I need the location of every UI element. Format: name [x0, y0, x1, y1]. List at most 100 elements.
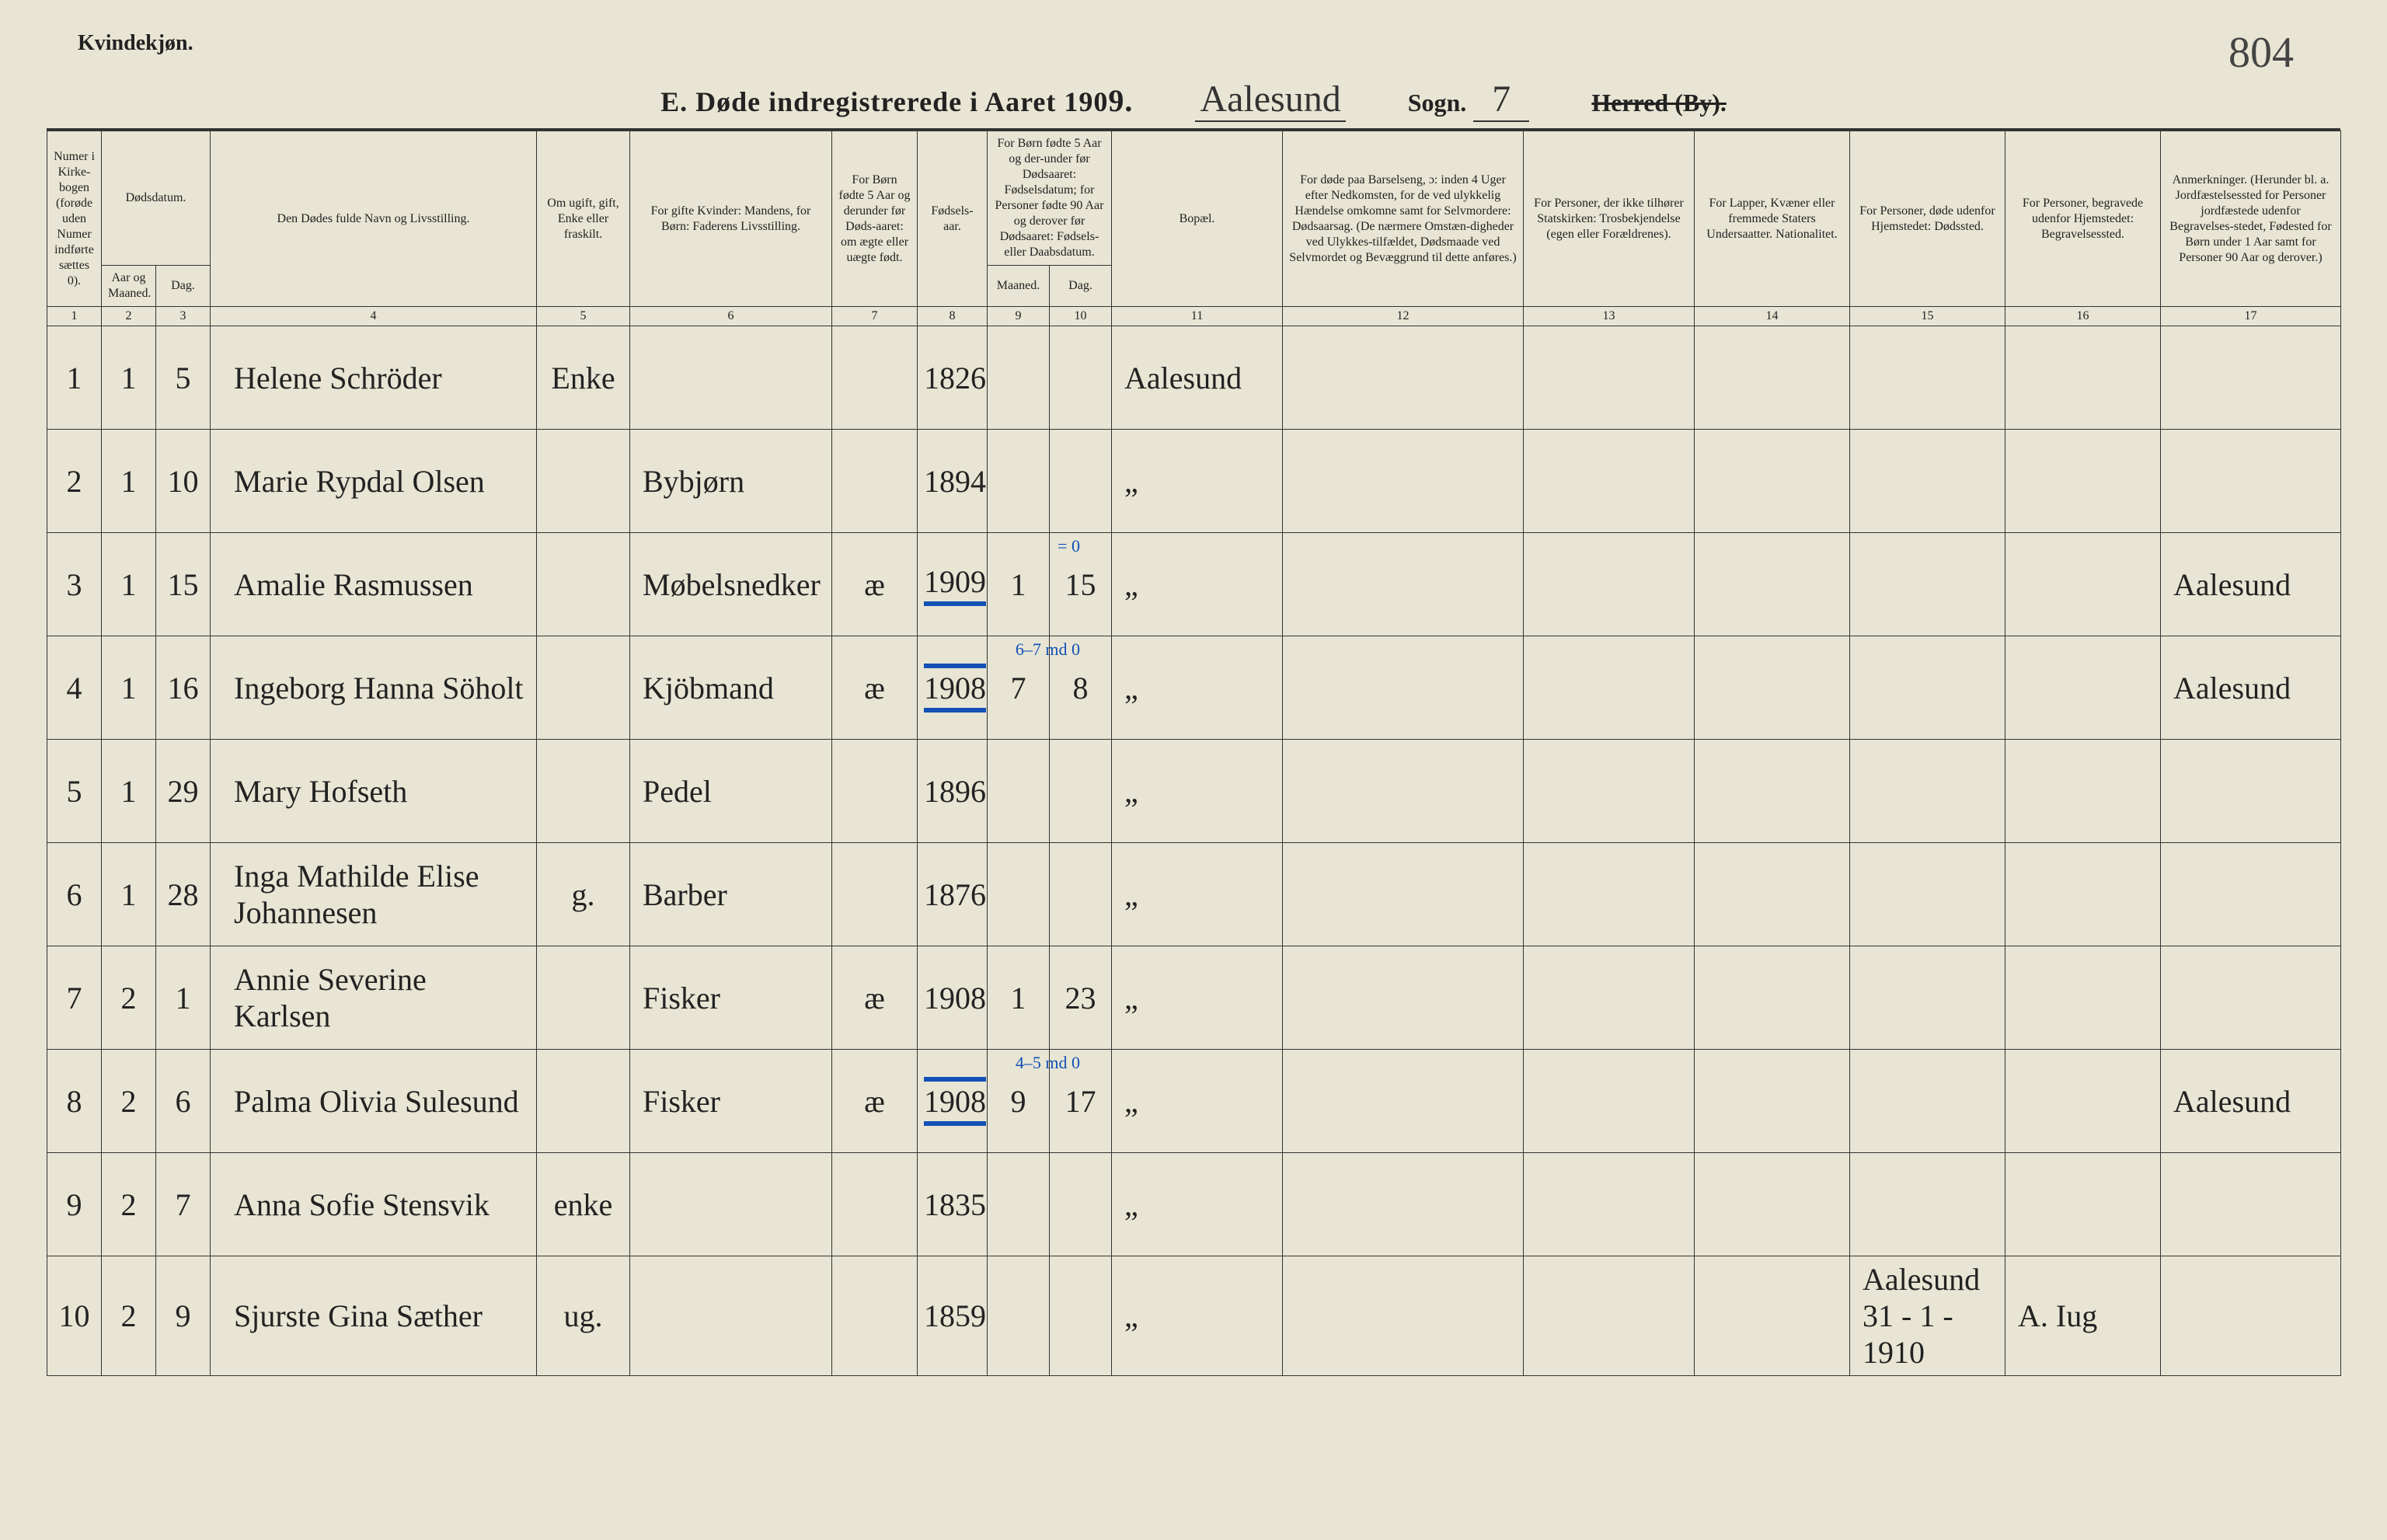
cell-bd: 17: [1050, 1050, 1112, 1153]
cell-name: Annie Severine Karlsen: [211, 946, 537, 1050]
cell-note: [2161, 326, 2341, 430]
cell-by: 1859: [918, 1256, 988, 1376]
cell-cause: [1283, 1050, 1524, 1153]
cell-bm: 1: [988, 946, 1050, 1050]
cell-bd: [1050, 1153, 1112, 1256]
cell-cause: [1283, 740, 1524, 843]
cell-bm: [988, 326, 1050, 430]
cell-bm: 9: [988, 1050, 1050, 1153]
herred-label: Herred (By).: [1591, 89, 1727, 117]
cell-name: Mary Hofseth: [211, 740, 537, 843]
table-row: 3115Amalie RasmussenMøbelsnedkeræ1909= 0…: [47, 533, 2341, 636]
cell-cause: [1283, 533, 1524, 636]
cell-name: Helene Schröder: [211, 326, 537, 430]
cell-n: 10: [47, 1256, 102, 1376]
cell-rel: [1524, 740, 1695, 843]
cell-dplace: [1850, 1153, 2005, 1256]
cell-nat: [1695, 740, 1850, 843]
cell-name: Sjurste Gina Sæther: [211, 1256, 537, 1376]
cell-leg: [832, 430, 918, 533]
cell-status: [537, 533, 630, 636]
cell-cause: [1283, 636, 1524, 740]
cell-by: 19084–5 md 0: [918, 1050, 988, 1153]
table-row: 1029Sjurste Gina Sætherug.1859„Aalesund …: [47, 1256, 2341, 1376]
hdr-7: For Børn fødte 5 Aar og derunder før Død…: [832, 131, 918, 307]
table-body: 115Helene SchröderEnke1826Aalesund2110Ma…: [47, 326, 2341, 1376]
coln-12: 12: [1283, 307, 1524, 326]
cell-res: „: [1112, 636, 1283, 740]
cell-by: 1826: [918, 326, 988, 430]
cell-status: ug.: [537, 1256, 630, 1376]
cell-occ: Barber: [630, 843, 832, 946]
cell-d: 1: [156, 946, 211, 1050]
cell-bd: [1050, 430, 1112, 533]
gender-label: Kvindekjøn.: [78, 31, 193, 56]
cell-bplace: [2005, 740, 2161, 843]
coln-8: 8: [918, 307, 988, 326]
table-row: 826Palma Olivia SulesundFiskeræ19084–5 m…: [47, 1050, 2341, 1153]
cell-occ: Pedel: [630, 740, 832, 843]
cell-m: 1: [102, 533, 156, 636]
hdr-13: For Personer, der ikke tilhører Statskir…: [1524, 131, 1695, 307]
hdr-4: Den Dødes fulde Navn og Livsstilling.: [211, 131, 537, 307]
cell-d: 28: [156, 843, 211, 946]
table-row: 2110Marie Rypdal OlsenBybjørn1894„: [47, 430, 2341, 533]
sogn-value: 7: [1473, 78, 1529, 122]
cell-cause: [1283, 430, 1524, 533]
cell-nat: [1695, 636, 1850, 740]
cell-cause: [1283, 946, 1524, 1050]
hdr-12: For døde paa Barselseng, ɔ: inden 4 Uger…: [1283, 131, 1524, 307]
cell-by: 1908: [918, 946, 988, 1050]
cell-nat: [1695, 430, 1850, 533]
cell-m: 1: [102, 326, 156, 430]
cell-leg: [832, 326, 918, 430]
cell-bd: 23: [1050, 946, 1112, 1050]
cell-note: Aalesund: [2161, 533, 2341, 636]
cell-note: [2161, 946, 2341, 1050]
cell-m: 2: [102, 1153, 156, 1256]
cell-note: [2161, 740, 2341, 843]
cell-cause: [1283, 326, 1524, 430]
cell-n: 3: [47, 533, 102, 636]
cell-occ: Møbelsnedker: [630, 533, 832, 636]
cell-status: Enke: [537, 326, 630, 430]
cell-bd: 15: [1050, 533, 1112, 636]
cell-occ: [630, 326, 832, 430]
coln-11: 11: [1112, 307, 1283, 326]
hdr-16: For Personer, begravede udenfor Hjemsted…: [2005, 131, 2161, 307]
title-prefix: E. Døde indregistrerede i Aaret 190: [660, 86, 1108, 117]
cell-bplace: [2005, 533, 2161, 636]
cell-leg: æ: [832, 636, 918, 740]
cell-n: 4: [47, 636, 102, 740]
hdr-9g: For Børn fødte 5 Aar og der-under før Dø…: [988, 131, 1112, 266]
cell-d: 16: [156, 636, 211, 740]
title-main: E. Døde indregistrerede i Aaret 1909.: [660, 82, 1133, 119]
cell-bplace: [2005, 636, 2161, 740]
title-row: E. Døde indregistrerede i Aaret 1909. Aa…: [47, 78, 2340, 122]
hdr-8: Fødsels-aar.: [918, 131, 988, 307]
cell-occ: [630, 1153, 832, 1256]
cell-d: 7: [156, 1153, 211, 1256]
cell-dplace: [1850, 1050, 2005, 1153]
cell-leg: æ: [832, 946, 918, 1050]
cell-note: [2161, 843, 2341, 946]
cell-cause: [1283, 843, 1524, 946]
title-year-hand: 9.: [1108, 83, 1133, 118]
cell-rel: [1524, 326, 1695, 430]
hdr-14: For Lapper, Kvæner eller fremmede Stater…: [1695, 131, 1850, 307]
hdr-17: Anmerkninger. (Herunder bl. a. Jordfæste…: [2161, 131, 2341, 307]
cell-m: 1: [102, 636, 156, 740]
table-row: 115Helene SchröderEnke1826Aalesund: [47, 326, 2341, 430]
hdr-6: For gifte Kvinder: Mandens, for Børn: Fa…: [630, 131, 832, 307]
cell-m: 1: [102, 740, 156, 843]
coln-16: 16: [2005, 307, 2161, 326]
cell-nat: [1695, 1153, 1850, 1256]
cell-res: „: [1112, 946, 1283, 1050]
cell-dplace: [1850, 533, 2005, 636]
cell-nat: [1695, 843, 1850, 946]
cell-note: [2161, 1153, 2341, 1256]
cell-n: 1: [47, 326, 102, 430]
coln-1: 1: [47, 307, 102, 326]
coln-14: 14: [1695, 307, 1850, 326]
cell-m: 2: [102, 1256, 156, 1376]
